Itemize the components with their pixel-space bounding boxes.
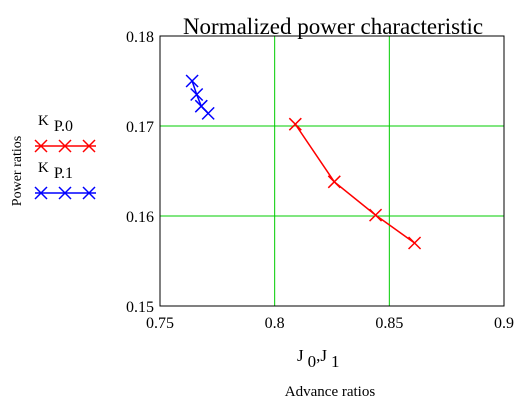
data-point-marker (369, 208, 383, 222)
series-line (294, 123, 415, 244)
x-axis-label: Advance ratios (285, 384, 376, 400)
y-tick-label: 0.17 (126, 119, 154, 136)
legend-label: K P.1 (38, 160, 73, 182)
x-symbol-sep: , (316, 346, 320, 365)
data-point-marker (190, 87, 204, 102)
x-symbol-j0-sub: 0 (308, 352, 317, 371)
y-tick-label: 0.18 (126, 29, 154, 46)
legend-marker (82, 186, 96, 200)
data-point-marker (327, 175, 341, 189)
tick-labels: 0.75 0.8 0.85 0.9 0.15 0.16 0.17 0.18 (126, 29, 514, 332)
legend-label-sub: P.1 (54, 165, 73, 182)
legend-label-sub: P.0 (54, 118, 73, 135)
grid-lines (159, 35, 505, 307)
y-axis-label: Power ratios (10, 136, 25, 206)
plot-area-frame (159, 35, 505, 307)
legend-label-base: K (38, 113, 49, 129)
x-symbol-j1: J (320, 346, 327, 365)
legend-marker (34, 139, 48, 153)
legend-marker (58, 186, 72, 200)
legend-marker (82, 139, 96, 153)
x-tick-label: 0.9 (494, 315, 514, 332)
data-point-marker (288, 117, 302, 131)
data-point-marker (201, 106, 215, 120)
legend-label: K P.0 (38, 113, 73, 135)
data-point-marker (408, 236, 422, 250)
legend-marker (58, 139, 72, 153)
y-tick-label: 0.15 (126, 299, 154, 316)
x-tick-label: 0.75 (146, 315, 174, 332)
legend-label-base: K (38, 160, 49, 176)
chart-title: Normalized power characteristic (183, 14, 483, 39)
x-symbol-j0: J (297, 346, 304, 365)
y-tick-label: 0.16 (126, 209, 154, 226)
x-axis-symbol: J 0,J 1 (297, 346, 340, 371)
legend-marker (34, 186, 48, 200)
data-point-marker (185, 74, 199, 88)
x-tick-label: 0.85 (375, 315, 403, 332)
legend: K P.0 K P.1 (34, 113, 96, 200)
series-layer (185, 74, 422, 250)
x-tick-label: 0.8 (265, 315, 285, 332)
series-0 (288, 117, 422, 250)
x-symbol-j1-sub: 1 (331, 352, 340, 371)
series-1 (185, 74, 215, 120)
